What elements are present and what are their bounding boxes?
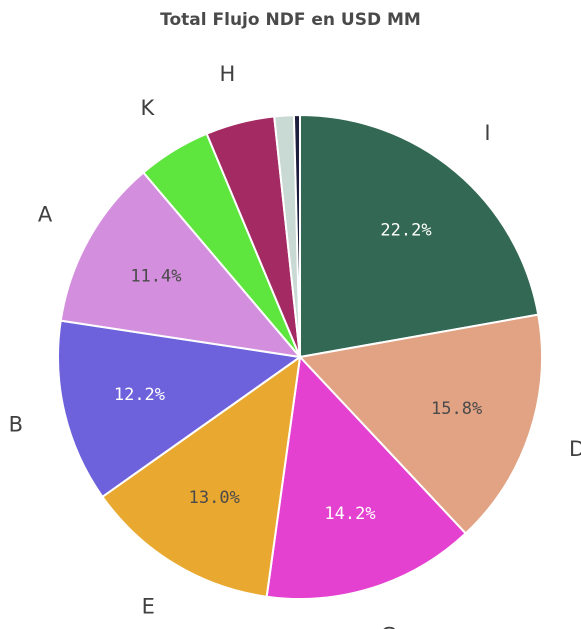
category-label-d: D (569, 437, 581, 461)
pie-slice-i[interactable] (299, 113, 540, 359)
pie-slice-b[interactable] (57, 319, 303, 499)
percent-label-d: 15.8% (431, 399, 482, 419)
pie-slice-g[interactable] (265, 354, 468, 600)
pie-slice-e[interactable] (101, 354, 302, 598)
pie-slices (57, 113, 543, 600)
category-label-h: H (219, 62, 235, 86)
pie-slice-minor-9[interactable] (292, 113, 301, 358)
percent-label-b: 12.2% (114, 385, 165, 405)
percent-label-i: 22.2% (380, 221, 431, 241)
pie-slice-a[interactable] (59, 171, 303, 359)
category-label-b: B (9, 412, 23, 436)
percent-label-a: 11.4% (130, 267, 181, 287)
category-label-e: E (142, 594, 155, 618)
category-label-i: I (484, 121, 490, 145)
category-label-k: K (141, 96, 156, 120)
percent-label-e: 13.0% (189, 488, 240, 508)
percent-label-g: 14.2% (324, 504, 375, 524)
pie-labels: I 22.2% D 15.8% G 14.2% E 13.0% B 12.2% A 11.4% K H (9, 62, 581, 629)
category-label-a: A (38, 203, 53, 227)
chart-title: Total Flujo NDF en USD MM (160, 10, 421, 30)
category-label-g: G (380, 623, 396, 629)
pie-slice-d[interactable] (298, 313, 543, 535)
